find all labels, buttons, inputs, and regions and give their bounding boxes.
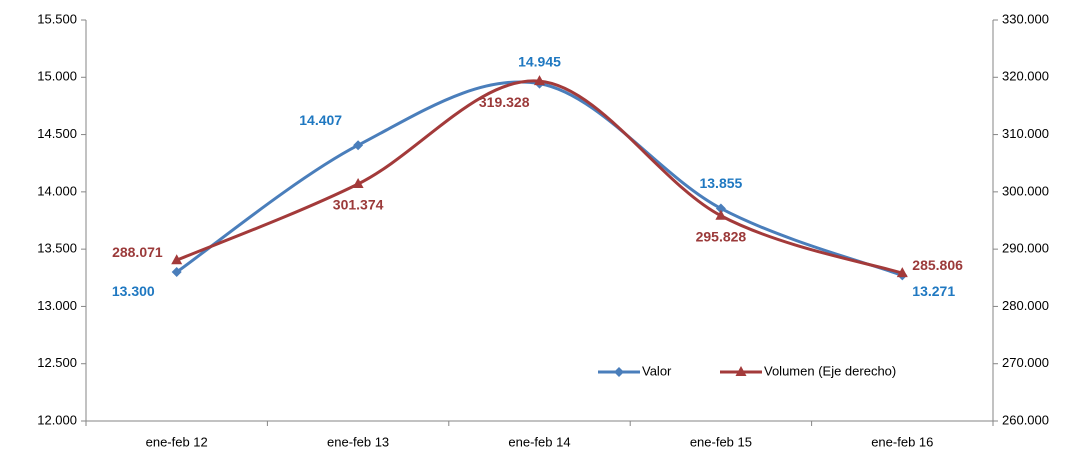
y-tick-label: 13.500 [37, 241, 77, 256]
y2-tick-label: 330.000 [1002, 11, 1049, 26]
legend-label: Valor [642, 363, 672, 378]
y-tick-label: 14.000 [37, 183, 77, 198]
y-tick-label: 15.000 [37, 69, 77, 84]
x-tick-label: ene-feb 13 [327, 434, 389, 449]
marker [171, 254, 183, 265]
data-label: 285.806 [912, 257, 963, 273]
y2-tick-label: 300.000 [1002, 183, 1049, 198]
y-tick-label: 12.000 [37, 412, 77, 427]
data-label: 319.328 [479, 94, 530, 110]
x-tick-label: ene-feb 12 [146, 434, 208, 449]
marker [735, 366, 747, 376]
marker [534, 75, 545, 86]
y-tick-label: 12.500 [37, 355, 77, 370]
data-label: 14.945 [518, 53, 561, 69]
data-label: 13.271 [912, 283, 955, 299]
data-label: 14.407 [299, 112, 342, 128]
y-tick-label: 13.000 [37, 298, 77, 313]
y-tick-label: 15.500 [37, 11, 77, 26]
y2-tick-label: 280.000 [1002, 298, 1049, 313]
x-tick-label: ene-feb 15 [690, 434, 752, 449]
series-line [176, 79, 903, 275]
y2-tick-label: 270.000 [1002, 355, 1049, 370]
marker [171, 267, 182, 278]
data-label: 301.374 [333, 197, 384, 213]
y2-tick-label: 260.000 [1002, 412, 1049, 427]
marker [352, 177, 364, 188]
series-line [175, 80, 903, 277]
data-label: 13.855 [699, 175, 742, 191]
marker [715, 203, 726, 214]
legend-label: Volumen (Eje derecho) [764, 363, 896, 378]
marker [896, 267, 908, 278]
x-tick-label: ene-feb 14 [508, 434, 570, 449]
y-tick-label: 14.500 [37, 126, 77, 141]
data-label: 13.300 [112, 283, 155, 299]
data-label: 295.828 [696, 228, 747, 244]
y2-tick-label: 320.000 [1002, 69, 1049, 84]
data-label: 288.071 [112, 244, 163, 260]
y2-tick-label: 290.000 [1002, 241, 1049, 256]
marker [614, 367, 624, 377]
x-tick-label: ene-feb 16 [871, 434, 933, 449]
marker [715, 209, 727, 220]
y2-tick-label: 310.000 [1002, 126, 1049, 141]
marker [353, 140, 364, 151]
